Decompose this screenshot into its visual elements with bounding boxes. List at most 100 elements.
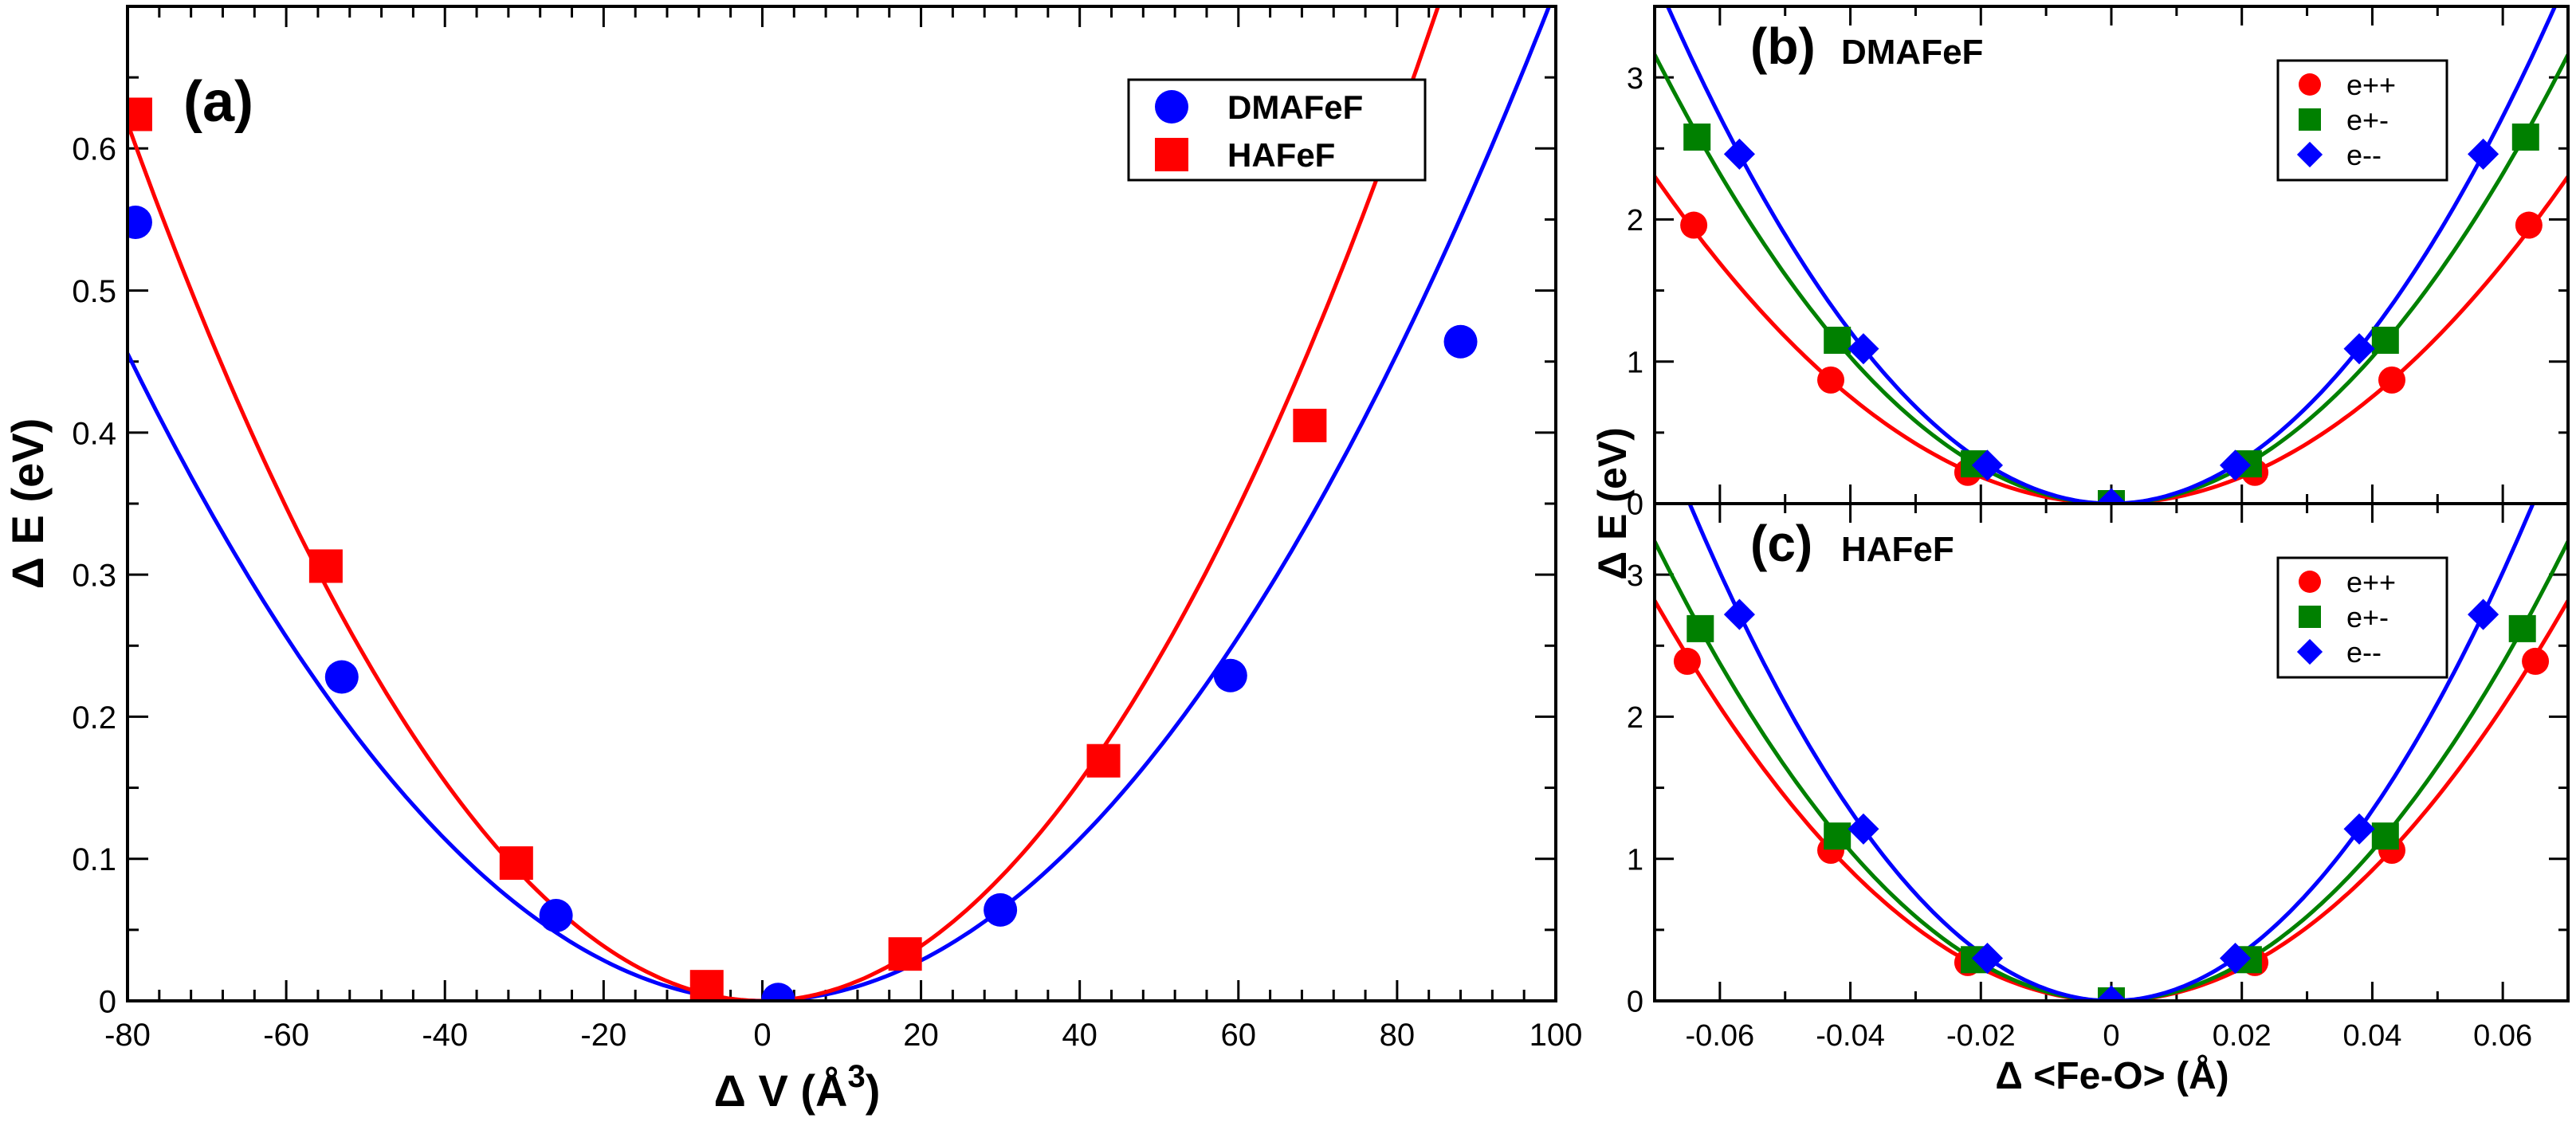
x-tick-label: 0	[2103, 1019, 2119, 1053]
y-tick-label: 0.4	[72, 416, 116, 451]
data-point-e--	[1723, 138, 1755, 170]
y-tick-label: 1	[1627, 346, 1643, 379]
fit-curves	[1655, 504, 2568, 1001]
data-point-e--	[2219, 942, 2252, 975]
legend-marker-e++	[2299, 571, 2321, 593]
x-tick-label: 0	[753, 1018, 771, 1053]
shared-y-axis-label: Δ E (eV)	[1590, 427, 1635, 580]
fit-curve-e++	[1655, 599, 2568, 1001]
y-tick-label: 1	[1627, 843, 1643, 877]
data-point-e+-	[1683, 124, 1711, 151]
data-point-e+-	[2371, 822, 2399, 850]
legend-label: HAFeF	[1227, 136, 1335, 174]
fit-curve-e+-	[1655, 53, 2568, 504]
data-point-e--	[1971, 942, 2004, 975]
x-tick-label: -20	[580, 1018, 626, 1053]
x-tick-label: 80	[1380, 1018, 1416, 1053]
markers	[1680, 124, 2543, 504]
data-point-e--	[1723, 598, 1755, 630]
x-tick-label: -0.02	[1946, 1019, 2016, 1053]
y-tick-label: 0.1	[72, 842, 116, 877]
legend-marker-e--	[2296, 141, 2323, 168]
y-tick-label: 0.5	[72, 274, 116, 309]
data-point-e--	[1848, 333, 1879, 365]
legend-marker-e+-	[2299, 108, 2321, 131]
legend-marker-DMAFeF	[1155, 90, 1188, 124]
data-point-DMAFeF	[539, 899, 573, 933]
panel-a: -80 -60 -40 -20 0 20 40 60 80 100 0 0.1 0.2 0.3 0.4 0.5…	[2, 5, 1583, 1116]
y-tick-label: 0	[1627, 986, 1643, 1019]
y-tick-label: 3	[1627, 62, 1643, 96]
legend-label: e++	[2346, 69, 2396, 101]
panel-label: (b)	[1750, 18, 1816, 75]
x-tick-label: -80	[104, 1018, 151, 1053]
data-point-HAFeF	[689, 970, 724, 1001]
x-tick-label: 100	[1530, 1018, 1583, 1053]
data-point-DMAFeF	[128, 206, 152, 239]
fit-curve-e++	[1655, 175, 2568, 504]
x-tick-label: -40	[422, 1018, 468, 1053]
y-tick-label: 2	[1627, 701, 1643, 735]
plot-frame	[1653, 502, 2570, 1002]
x-axis-label-sup: 3	[847, 1059, 865, 1094]
x-tick-label: 40	[1062, 1018, 1098, 1053]
data-point-e--	[2219, 449, 2252, 481]
data-point-e--	[2468, 598, 2499, 630]
legend-marker-HAFeF	[1155, 138, 1188, 171]
data-point-e+-	[1824, 326, 1852, 354]
panel-title: HAFeF	[1841, 530, 1954, 569]
data-point-HAFeF	[1086, 743, 1121, 778]
x-tick-label: -60	[263, 1018, 309, 1053]
legend-label: e+-	[2346, 601, 2389, 634]
data-point-HAFeF	[1293, 408, 1327, 442]
y-axis-label: Δ E (eV)	[2, 418, 53, 590]
data-point-DMAFeF	[761, 983, 795, 1001]
x-axis-label: Δ <Fe-O> (Å)	[1995, 1054, 2228, 1097]
markers	[128, 97, 1478, 1001]
y-tick-label: 3	[1627, 559, 1643, 593]
legend-marker-e--	[2296, 638, 2323, 665]
data-point-HAFeF	[128, 97, 152, 131]
data-point-e--	[1971, 449, 2004, 481]
data-point-DMAFeF	[1443, 324, 1478, 359]
data-point-HAFeF	[499, 846, 533, 881]
fit-curves	[128, 6, 1552, 1001]
panel-b: 0 1 2 3 e++e+-e-- (b) DMAFeF	[1627, 5, 2570, 522]
fit-curve-e--	[1687, 504, 2535, 1001]
y-tick-label: 0	[99, 984, 116, 1019]
data-point-e--	[2343, 813, 2375, 845]
panel-label: (c)	[1750, 515, 1812, 572]
x-tick-label: 0.04	[2342, 1019, 2401, 1053]
data-point-HAFeF	[308, 549, 343, 583]
data-point-e++	[1817, 366, 1845, 394]
fit-curve-DMAFeF	[128, 6, 1552, 1001]
data-point-e--	[2343, 333, 2375, 365]
data-point-HAFeF	[888, 937, 922, 971]
data-point-e+-	[2508, 614, 2536, 642]
legend-label: DMAFeF	[1227, 88, 1363, 126]
panel-label: (a)	[183, 70, 253, 134]
x-axis-label-close: )	[866, 1065, 881, 1116]
legend-label: e+-	[2346, 104, 2389, 136]
data-point-e--	[2468, 138, 2499, 170]
legend-label: e--	[2346, 139, 2382, 171]
x-tick-label: 0.06	[2473, 1019, 2532, 1053]
markers	[1673, 598, 2550, 1001]
legend-marker-e+-	[2299, 606, 2321, 628]
x-axis-label: Δ V (Å3)	[714, 1059, 881, 1116]
x-tick-label: 60	[1221, 1018, 1257, 1053]
x-tick-label: -0.04	[1816, 1019, 1885, 1053]
x-tick-label: 0.02	[2213, 1019, 2272, 1053]
data-point-e+-	[1687, 614, 1714, 642]
y-tick-label: 0	[1627, 488, 1643, 522]
fit-curve-e+-	[1655, 540, 2568, 1001]
data-point-DMAFeF	[1213, 658, 1247, 692]
x-ticks	[126, 6, 1557, 1001]
data-point-e--	[1848, 813, 1879, 845]
plot-frame	[126, 5, 1557, 1002]
legend-label: e++	[2346, 566, 2396, 598]
data-point-DMAFeF	[324, 660, 359, 694]
data-point-e+-	[2511, 124, 2539, 151]
x-tick-label: 20	[903, 1018, 939, 1053]
